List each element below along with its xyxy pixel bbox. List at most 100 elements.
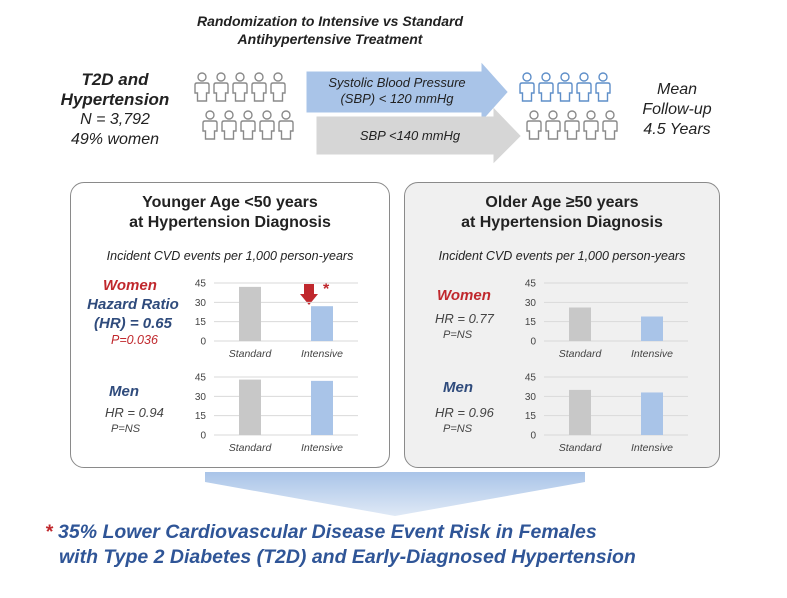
younger-women-p: P=0.036 (111, 333, 158, 347)
person-icon (259, 110, 275, 140)
person-icon (545, 110, 561, 140)
person-icon (602, 110, 618, 140)
older-women-p: P=NS (443, 329, 473, 341)
figure-title: Randomization to Intensive vs Standard A… (150, 12, 510, 48)
bar-intensive (311, 306, 333, 341)
younger-men-hr: HR = 0.94 (105, 405, 164, 420)
person-icon (213, 72, 229, 102)
x-tick-label: Standard (559, 442, 603, 454)
older-panel-title: Older Age ≥50 years at Hypertension Diag… (405, 193, 719, 233)
bar-standard (239, 286, 261, 341)
bar-standard (569, 307, 591, 341)
people-group-intensive-icon (519, 72, 611, 102)
y-tick-label: 15 (525, 411, 537, 422)
person-icon (526, 110, 542, 140)
title-line-1: Randomization to Intensive vs Standard (196, 13, 464, 29)
cohort-label-line-2: Hypertension (60, 90, 170, 109)
conclusion-line-2: with Type 2 Diabetes (T2D) and Early-Dia… (59, 546, 636, 568)
followup-info: Mean Follow-up 4.5 Years (627, 80, 727, 140)
y-tick-label: 15 (195, 411, 207, 422)
y-tick-label: 15 (525, 317, 537, 328)
x-tick-label: Standard (559, 348, 603, 360)
y-tick-label: 45 (195, 373, 207, 384)
younger-age-panel: Younger Age <50 years at Hypertension Di… (70, 182, 390, 468)
older-panel-subtitle: Incident CVD events per 1,000 person-yea… (438, 249, 686, 263)
bar-intensive (641, 316, 663, 341)
y-tick-label: 0 (530, 431, 536, 442)
y-tick-label: 0 (530, 337, 536, 348)
cohort-info: T2D and Hypertension N = 3,792 49% women (40, 70, 190, 150)
person-icon (221, 110, 237, 140)
younger-women-chart: 0 15 30 45 Standard Intensive (195, 279, 358, 360)
y-tick-label: 30 (195, 392, 207, 403)
y-tick-label: 0 (200, 337, 206, 348)
followup-line-1: Mean (656, 81, 698, 98)
conclusion-line-1: * 35% Lower Cardiovascular Disease Event… (45, 520, 765, 545)
younger-men-label: Men (109, 383, 139, 400)
person-icon (519, 72, 535, 102)
younger-title-line-1: Younger Age <50 years (142, 194, 318, 211)
younger-women-hr-line-1: Hazard Ratio (87, 296, 179, 313)
bar-intensive (641, 392, 663, 435)
younger-panel-title: Younger Age <50 years at Hypertension Di… (71, 193, 389, 233)
person-icon (232, 72, 248, 102)
younger-men-p: P=NS (111, 423, 141, 435)
person-icon (202, 110, 218, 140)
bar-intensive (311, 380, 333, 435)
y-tick-label: 15 (195, 317, 207, 328)
bar-standard (239, 379, 261, 435)
conclusion-star: * (45, 521, 53, 543)
person-icon (583, 110, 599, 140)
randomization-graphic (194, 62, 618, 164)
people-group-left-icon (194, 72, 294, 140)
x-tick-label: Intensive (301, 348, 343, 360)
intensive-arm-label: Systolic Blood Pressure (SBP) < 120 mmHg (312, 75, 482, 107)
younger-women-label: Women (103, 277, 157, 294)
y-tick-label: 45 (195, 279, 207, 290)
person-icon (538, 72, 554, 102)
older-age-panel: Older Age ≥50 years at Hypertension Diag… (404, 182, 720, 468)
older-men-chart: 0 15 30 45 Standard Intensive (525, 373, 688, 454)
older-women-hr: HR = 0.77 (435, 311, 494, 326)
person-icon (557, 72, 573, 102)
younger-men-chart: 0 15 30 45 Standard Intensive (195, 373, 358, 454)
intensive-arrow-icon (306, 62, 508, 122)
people-group-standard-icon (526, 110, 618, 140)
followup-line-3: 4.5 Years (643, 121, 711, 138)
conclusion-text: * 35% Lower Cardiovascular Disease Event… (45, 520, 765, 570)
older-women-chart: 0 15 30 45 Standard Intensive (525, 279, 688, 360)
person-icon (240, 110, 256, 140)
y-tick-label: 30 (195, 298, 207, 309)
significance-star: * (323, 281, 330, 298)
followup-line-2: Follow-up (642, 101, 712, 118)
decrease-arrow-icon (300, 284, 318, 305)
older-men-label: Men (443, 379, 473, 396)
title-line-2: Antihypertensive Treatment (237, 31, 423, 47)
x-tick-label: Standard (229, 348, 273, 360)
intensive-arm-line-2: (SBP) < 120 mmHg (340, 91, 454, 106)
older-title-line-1: Older Age ≥50 years (485, 194, 639, 211)
younger-women-hr-line-2: (HR) = 0.65 (94, 315, 172, 332)
older-men-p: P=NS (443, 423, 473, 435)
younger-women-hr: Hazard Ratio (HR) = 0.65 (73, 295, 193, 333)
younger-panel-subtitle: Incident CVD events per 1,000 person-yea… (106, 249, 354, 263)
cohort-label-line-1: T2D and (81, 70, 149, 89)
person-icon (278, 110, 294, 140)
bar-standard (569, 389, 591, 435)
intensive-arm-line-1: Systolic Blood Pressure (328, 75, 466, 90)
standard-arm-label: SBP <140 mmHg (359, 128, 461, 143)
y-tick-label: 30 (525, 298, 537, 309)
y-tick-label: 0 (200, 431, 206, 442)
y-tick-label: 45 (525, 373, 537, 384)
y-tick-label: 45 (525, 279, 537, 290)
older-men-hr: HR = 0.96 (435, 405, 494, 420)
younger-title-line-2: at Hypertension Diagnosis (129, 214, 331, 231)
y-tick-label: 30 (525, 392, 537, 403)
conclusion-arrow-icon (205, 472, 585, 516)
x-tick-label: Intensive (631, 442, 673, 454)
person-icon (595, 72, 611, 102)
person-icon (270, 72, 286, 102)
person-icon (194, 72, 210, 102)
conclusion-line-1-text: 35% Lower Cardiovascular Disease Event R… (58, 521, 597, 543)
person-icon (251, 72, 267, 102)
